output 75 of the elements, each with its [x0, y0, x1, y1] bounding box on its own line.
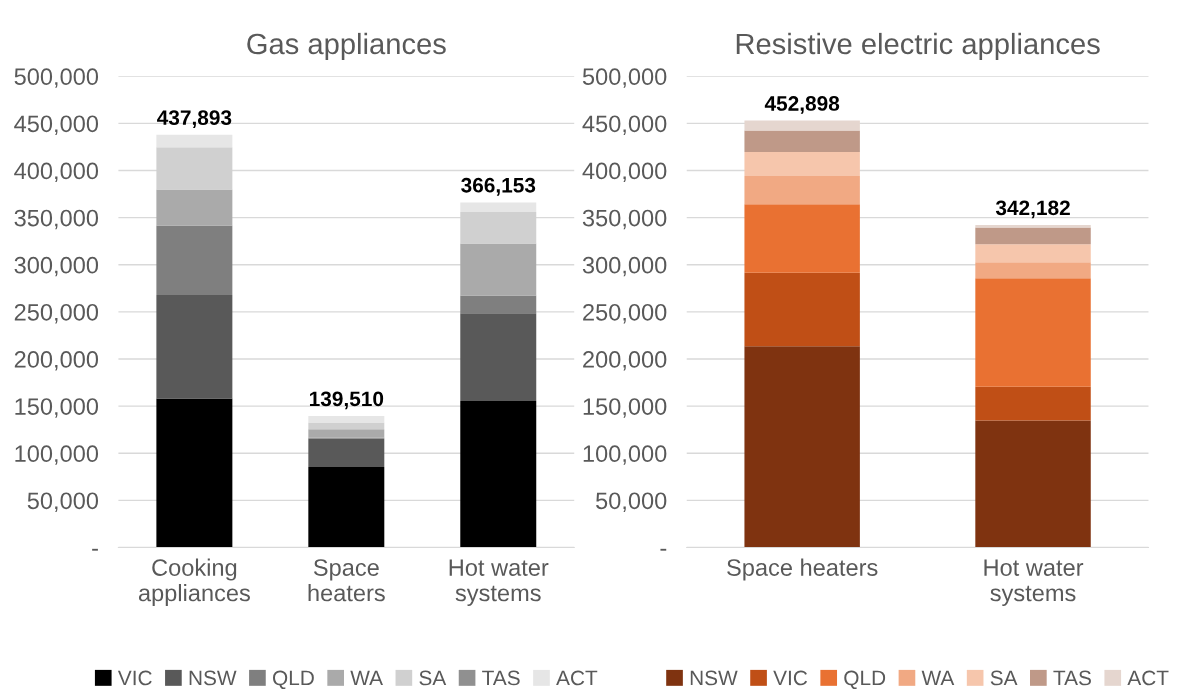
total-label: 366,153: [461, 177, 536, 196]
y-tick-label: 50,000: [27, 492, 99, 512]
x-tick-label: Space heaters: [308, 559, 385, 602]
legend-label: VIC: [117, 670, 152, 686]
bar: [744, 152, 860, 176]
x-tick-label: Hot water systems: [449, 559, 549, 607]
total-label: 452,898: [764, 96, 840, 114]
y-tick-label: 250,000: [14, 303, 99, 324]
legend-label: SA: [990, 670, 1018, 686]
bar: [744, 175, 860, 205]
bar: [460, 295, 537, 314]
bar: [975, 244, 1091, 263]
bar: [975, 386, 1091, 421]
bar: [308, 438, 385, 467]
bar: [460, 313, 537, 401]
legend-label: QLD: [844, 670, 886, 690]
y-tick-label: 400,000: [14, 162, 99, 183]
y-tick-label: 350,000: [582, 209, 667, 230]
y-tick-label: 450,000: [582, 115, 667, 135]
legend-label: NSW: [690, 670, 738, 686]
bar: [156, 294, 233, 399]
bar: [744, 130, 860, 153]
legend-label: QLD: [272, 670, 314, 690]
chart-title: Resistive electric appliances: [736, 32, 1100, 61]
bar: [975, 278, 1091, 387]
y-tick-label: 50,000: [596, 492, 667, 512]
legend-label: TAS: [1053, 670, 1091, 686]
total-label: 342,182: [995, 200, 1070, 219]
legend-label: TAS: [482, 670, 520, 686]
x-tick-label: Hot water systems: [984, 559, 1084, 607]
bar: [156, 189, 233, 226]
bar: [744, 204, 860, 273]
y-tick-label: 200,000: [14, 351, 99, 371]
chart-title: Gas appliances: [247, 32, 446, 61]
y-tick-label: 200,000: [583, 351, 667, 371]
bar: [460, 243, 537, 296]
bar: [308, 429, 385, 438]
y-tick-label: 300,000: [14, 256, 99, 277]
x-tick-label: Space heaters: [727, 558, 878, 581]
legend-label: VIC: [773, 670, 808, 686]
bar: [460, 202, 537, 212]
y-tick-label: -: [92, 548, 98, 551]
y-tick-label: -: [660, 548, 667, 551]
bar: [156, 134, 233, 148]
y-tick-label: 250,000: [583, 303, 667, 324]
y-tick-label: 500,000: [14, 68, 99, 88]
bar: [308, 415, 385, 423]
legend-label: ACT: [556, 670, 598, 686]
bar: [975, 262, 1091, 279]
bar: [744, 346, 860, 548]
y-tick-label: 400,000: [582, 162, 667, 183]
bar: [975, 420, 1091, 548]
y-tick-label: 350,000: [14, 209, 99, 230]
y-tick-label: 100,000: [15, 445, 99, 465]
legend-label: NSW: [189, 670, 237, 686]
legend-label: SA: [419, 670, 447, 686]
legend-label: WA: [350, 670, 383, 686]
x-tick-label: Cooking appliances: [138, 558, 250, 607]
bar: [975, 227, 1091, 245]
y-tick-label: 150,000: [15, 398, 99, 418]
bar: [460, 400, 537, 548]
y-tick-label: 500,000: [582, 68, 667, 88]
y-tick-label: 150,000: [583, 398, 667, 418]
total-label: 437,893: [157, 110, 232, 129]
bar: [156, 225, 233, 295]
bar: [744, 272, 860, 347]
y-tick-label: 450,000: [14, 115, 99, 135]
legend-label: ACT: [1127, 670, 1169, 686]
bar: [308, 422, 385, 430]
y-tick-label: 100,000: [583, 445, 667, 465]
legend-label: WA: [921, 670, 955, 686]
bar: [156, 398, 233, 548]
bar: [308, 466, 385, 548]
y-tick-label: 300,000: [582, 256, 667, 277]
total-label: 139,510: [309, 391, 384, 410]
